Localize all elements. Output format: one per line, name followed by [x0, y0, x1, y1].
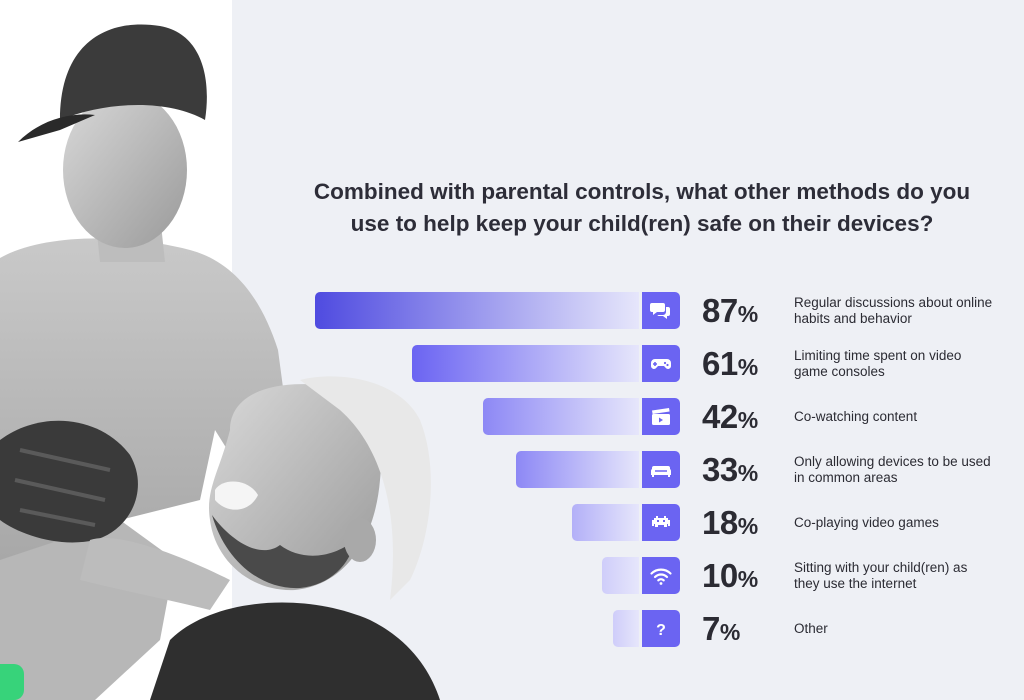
- chart-title: Combined with parental controls, what ot…: [313, 179, 971, 236]
- chat-bubbles-icon: [650, 302, 670, 319]
- icon-badge: ?: [642, 610, 680, 647]
- category-label: Co-watching content: [794, 408, 918, 424]
- value-unit: %: [737, 460, 758, 486]
- value-label: 18%: [702, 504, 758, 541]
- icon-badge: [642, 504, 680, 541]
- value-unit: %: [719, 619, 740, 645]
- value-label: 87%: [702, 292, 758, 329]
- value-label: 61%: [702, 345, 758, 382]
- bar: [613, 610, 639, 647]
- value-unit: %: [737, 566, 758, 592]
- chart-row: 42% Co-watching content: [0, 398, 1024, 435]
- bar-divider: [639, 610, 642, 647]
- bar-divider: [639, 557, 642, 594]
- value-unit: %: [737, 407, 758, 433]
- category-label: Sitting with your child(ren) as they use…: [794, 559, 968, 591]
- bar: [516, 451, 639, 488]
- svg-text:?: ?: [656, 622, 666, 639]
- category-label: Only allowing devices to be used in comm…: [794, 453, 991, 485]
- category-label: Limiting time spent on video game consol…: [794, 347, 962, 379]
- space-invader-icon: [652, 515, 670, 527]
- value-unit: %: [737, 301, 758, 327]
- bar-divider: [639, 292, 642, 329]
- wifi-icon: [650, 568, 672, 585]
- accent-dot: [0, 664, 24, 700]
- category-label: Other: [794, 620, 828, 636]
- icon-badge: [642, 292, 680, 329]
- value-unit: %: [737, 513, 758, 539]
- chart-row: 33% Only allowing devices to be used in c…: [0, 451, 1024, 488]
- chart-row: 87% Regular discussions about online habi…: [0, 292, 1024, 329]
- chart-row: 10% Sitting with your child(ren) as they …: [0, 557, 1024, 594]
- question-icon: ?: [656, 622, 666, 639]
- value-unit: %: [737, 354, 758, 380]
- bar: [483, 398, 639, 435]
- bar-divider: [639, 398, 642, 435]
- bar-divider: [639, 345, 642, 382]
- value-label: 10%: [702, 557, 758, 594]
- value-number: 18: [702, 504, 738, 541]
- icon-badge: [642, 557, 680, 594]
- value-number: 33: [702, 451, 738, 488]
- bar: [412, 345, 639, 382]
- chart-row: 18% Co-playing video games: [0, 504, 1024, 541]
- bar-divider: [639, 504, 642, 541]
- value-label: 33%: [702, 451, 758, 488]
- icon-badge: [642, 345, 680, 382]
- bar: [602, 557, 639, 594]
- value-number: 7: [702, 610, 720, 647]
- value-label: 42%: [702, 398, 758, 435]
- value-number: 10: [702, 557, 738, 594]
- value-label: 7%: [702, 610, 740, 647]
- chart-row: 61% Limiting time spent on video game con…: [0, 345, 1024, 382]
- photo-father-and-son: [0, 24, 440, 700]
- category-label: Co-playing video games: [794, 514, 939, 530]
- bar: [315, 292, 639, 329]
- icon-badge: [642, 451, 680, 488]
- bar-divider: [639, 451, 642, 488]
- value-number: 61: [702, 345, 738, 382]
- value-number: 42: [702, 398, 738, 435]
- clapperboard-icon: [652, 407, 670, 425]
- chart-row: ? 7% Other: [0, 610, 1024, 647]
- bar: [572, 504, 639, 541]
- category-label: Regular discussions about online habits …: [794, 294, 993, 326]
- gamepad-icon: [651, 358, 671, 369]
- sofa-icon: [651, 465, 671, 477]
- icon-badge: [642, 398, 680, 435]
- value-number: 87: [702, 292, 738, 329]
